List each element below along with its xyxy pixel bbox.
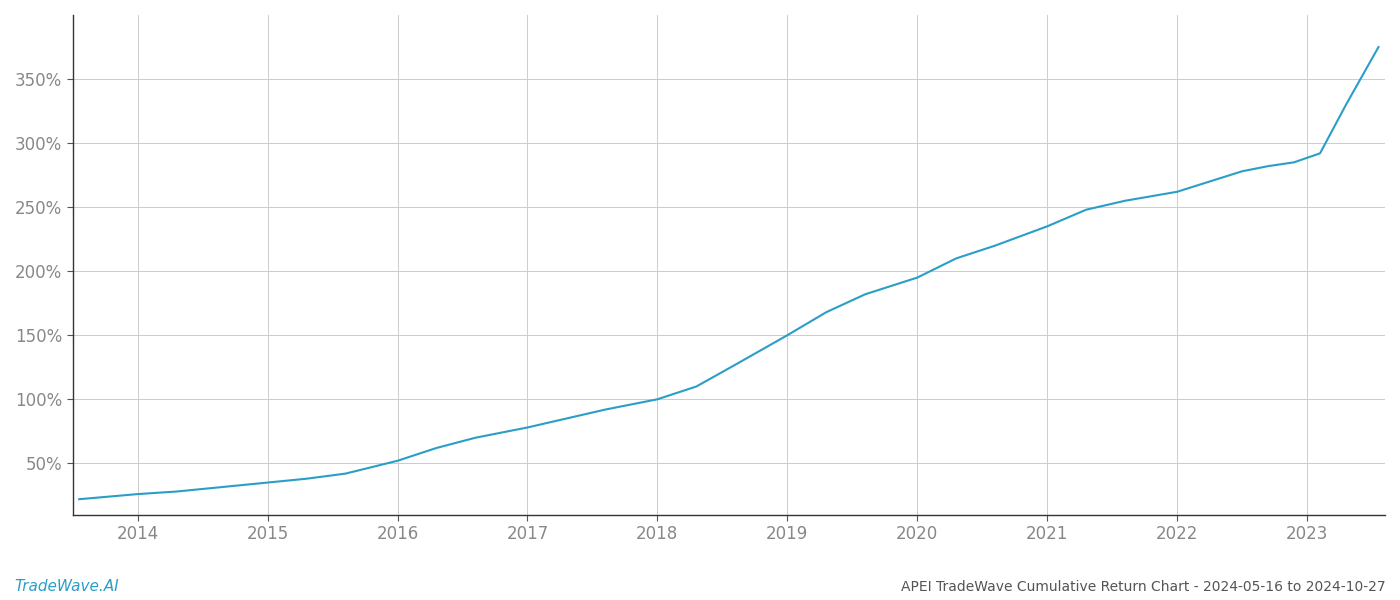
Text: APEI TradeWave Cumulative Return Chart - 2024-05-16 to 2024-10-27: APEI TradeWave Cumulative Return Chart -… (902, 580, 1386, 594)
Text: TradeWave.AI: TradeWave.AI (14, 579, 119, 594)
